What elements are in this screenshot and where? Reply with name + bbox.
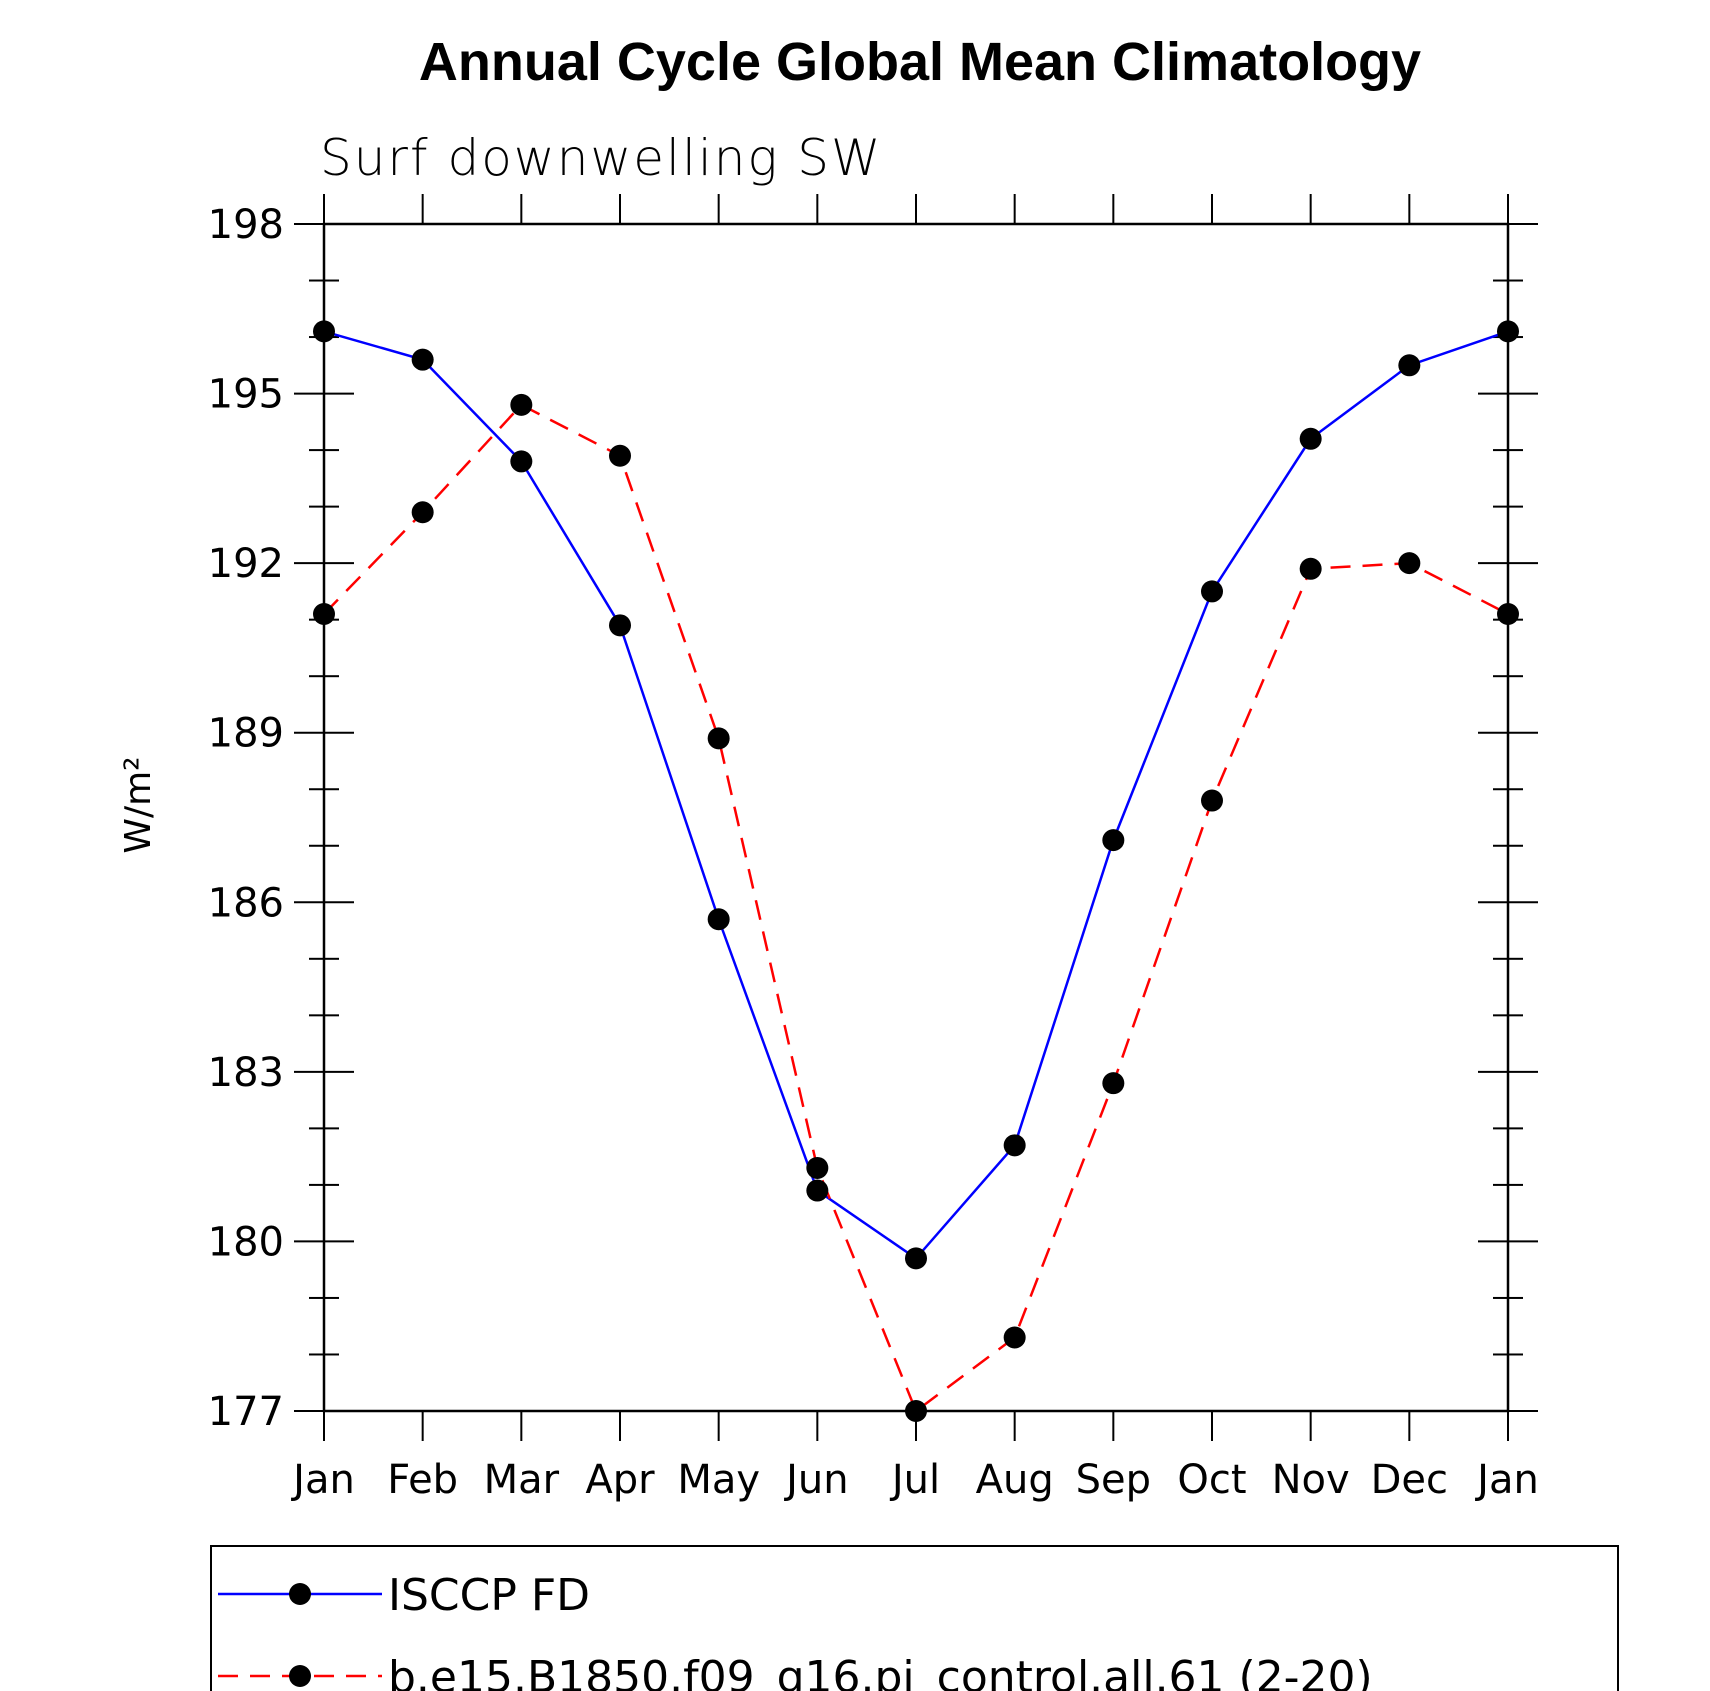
series-1-point [1398,552,1421,575]
x-tick-label: Jan [1474,1457,1539,1503]
series-1-point [905,1400,927,1422]
legend-box [210,1545,1619,1691]
series-0-point [905,1247,927,1270]
plot-area: 177 180 183 186 189 192 195 198 Jan Feb Mar Apr May J… [208,194,1539,1503]
y-tick-label: 180 [208,1219,284,1265]
x-tick-label: Jan [290,1457,355,1503]
y-tick-label: 192 [208,541,284,587]
x-tick-label: May [677,1457,760,1503]
legend: ISCCP FD b.e15.B1850.f09_g16.pi_control.a… [210,1545,1619,1691]
legend-label-1: b.e15.B1850.f09_g16.pi_control.all.61 (2… [388,1652,1373,1691]
legend-items: ISCCP FD b.e15.B1850.f09_g16.pi_control.a… [218,1570,1373,1691]
series-0-point [806,1179,829,1202]
series-0-point [510,450,533,473]
series-1-point [1102,1072,1125,1095]
legend-label-0: ISCCP FD [388,1570,590,1621]
series-0-point [1102,829,1125,852]
series-0-point [1201,580,1223,603]
plot-frame [322,222,1510,1413]
x-tick-label: Jul [889,1457,940,1503]
series-0-point [707,908,730,931]
series-1-point [510,393,533,416]
legend-marker-1 [289,1665,311,1687]
y-tick-label: 183 [208,1050,284,1096]
legend-marker-0 [289,1583,311,1605]
series-1-point [1299,557,1322,580]
series-1-point [1497,603,1519,626]
series-1-point [313,603,335,626]
x-tick-label: Oct [1177,1457,1246,1503]
series-0-point [609,614,631,637]
x-tick-label: Mar [484,1457,560,1503]
series-0-point [313,320,335,343]
y-tick-label: 198 [208,202,284,248]
series-line-0 [323,330,1509,1261]
series-0-point [1003,1134,1026,1157]
series-1-point [1201,789,1223,812]
series-1-point [806,1156,829,1179]
series-1-point [1003,1326,1026,1349]
x-tick-label: Sep [1076,1457,1151,1503]
series-1-point [707,727,730,750]
y-tick-label: 177 [208,1389,284,1435]
y-axis-label: W/m² [118,756,159,853]
x-tick-label: Feb [387,1457,458,1503]
series-0-point [1398,354,1421,377]
x-tick-label: Jun [783,1457,849,1503]
x-tick-label: Apr [585,1457,655,1503]
x-tick-label: Nov [1272,1457,1350,1503]
y-tick-label: 189 [208,711,284,757]
x-tick-label: Dec [1371,1457,1448,1503]
series-1-point [609,444,631,467]
chart-title: Annual Cycle Global Mean Climatology [419,32,1421,92]
series-0-point [1299,427,1322,450]
series-0-point [411,348,434,371]
series-0-point [1497,320,1519,343]
series-1-point [411,501,434,524]
y-tick-label: 195 [208,372,284,418]
y-tick-label: 186 [208,880,284,926]
chart-subtitle: Surf downwelling SW [320,129,883,187]
x-tick-label: Aug [976,1457,1054,1503]
